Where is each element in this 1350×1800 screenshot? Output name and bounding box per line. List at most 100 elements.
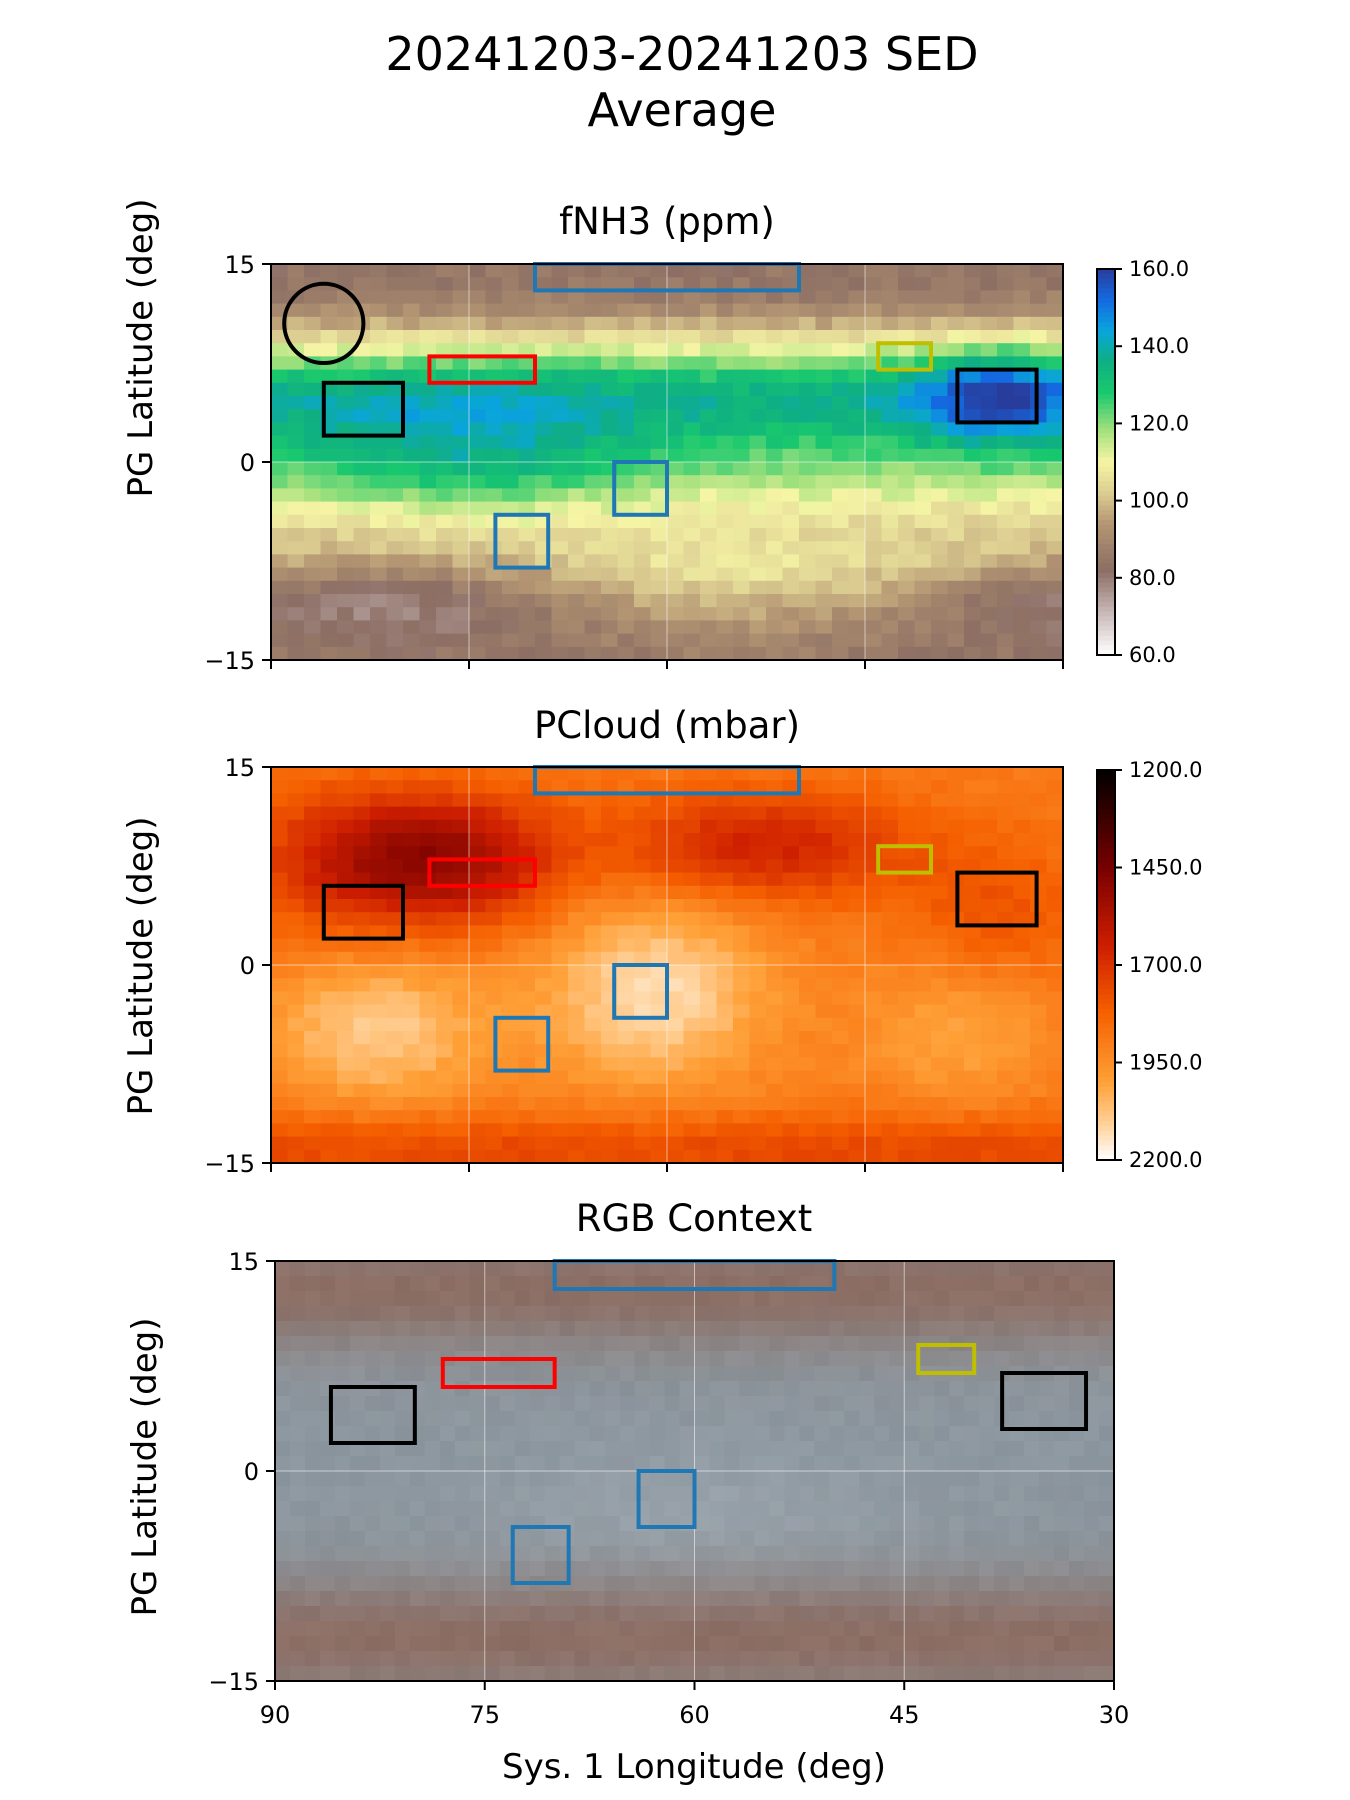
colorbar-segment	[1097, 635, 1115, 642]
heatmap-cell	[898, 554, 916, 569]
heatmap-cell	[749, 767, 767, 781]
heatmap-cell	[469, 1411, 486, 1427]
heatmap-cell	[469, 541, 487, 555]
heatmap-cell	[485, 435, 503, 450]
heatmap-cell	[634, 316, 652, 331]
heatmap-cell	[349, 1471, 366, 1487]
heatmap-cell	[320, 1123, 338, 1138]
heatmap-cell	[754, 1456, 771, 1472]
heatmap-cell	[980, 1110, 998, 1124]
heatmap-cell	[700, 1004, 718, 1019]
heatmap-cell	[514, 1561, 531, 1577]
heatmap-cell	[370, 938, 388, 953]
heatmap-cell	[799, 991, 817, 1006]
heatmap-cell	[619, 1261, 636, 1277]
heatmap-cell	[337, 846, 355, 860]
heatmap-cell	[584, 1149, 602, 1164]
heatmap-cell	[1030, 1110, 1048, 1124]
heatmap-cell	[683, 1017, 701, 1032]
heatmap-cell	[979, 1516, 995, 1532]
heatmap-cell	[947, 633, 965, 648]
heatmap-cell	[1030, 938, 1048, 953]
annotation-box	[636, 1469, 697, 1529]
heatmap-cell	[604, 1456, 621, 1472]
heatmap-cell	[904, 1426, 920, 1442]
x-tick-label: 60	[679, 1701, 710, 1729]
heatmap-cell	[584, 356, 602, 371]
heatmap-cell	[700, 925, 718, 940]
heatmap-cell	[304, 1501, 321, 1517]
heatmap-cell	[499, 1651, 516, 1667]
heatmap-cell	[679, 1426, 696, 1442]
heatmap-cell	[436, 303, 454, 318]
heatmap-cell	[679, 1336, 696, 1352]
heatmap-cell	[881, 620, 899, 635]
heatmap-cell	[568, 978, 586, 992]
heatmap-cell	[1024, 1606, 1040, 1622]
heatmap-cell	[782, 594, 800, 608]
heatmap-cell	[980, 356, 998, 371]
heatmap-cell	[749, 303, 767, 318]
heatmap-cell	[889, 1516, 905, 1532]
heatmap-cell	[514, 1306, 531, 1322]
heatmap-cell	[604, 1501, 621, 1517]
heatmap-cell	[784, 1606, 800, 1622]
heatmap-cell	[832, 806, 850, 821]
heatmap-cell	[353, 422, 371, 437]
heatmap-cell	[617, 316, 635, 331]
heatmap-cell	[484, 1366, 501, 1382]
heatmap-cell	[733, 912, 751, 926]
heatmap-cell	[848, 1017, 866, 1032]
heatmap-cell	[694, 1336, 711, 1352]
annotation-box	[612, 963, 670, 1020]
heatmap-cell	[898, 620, 916, 635]
heatmap-cell	[1046, 1136, 1064, 1151]
heatmap-cell	[419, 978, 437, 992]
heatmap-cell	[535, 859, 553, 874]
heatmap-cell	[403, 594, 421, 608]
heatmap-cell	[865, 277, 883, 291]
heatmap-cell	[749, 488, 767, 503]
heatmap-cell	[604, 1306, 621, 1322]
heatmap-cell	[782, 448, 800, 463]
heatmap-cell	[700, 607, 718, 621]
heatmap-cell	[502, 951, 520, 966]
heatmap-cell	[589, 1261, 606, 1277]
heatmap-cell	[584, 885, 602, 900]
heatmap-cell	[799, 965, 817, 979]
heatmap-cell	[919, 1321, 935, 1337]
heatmap-cell	[499, 1636, 516, 1652]
heatmap-cell	[370, 343, 388, 357]
heatmap-cell	[386, 1136, 404, 1151]
heatmap-cell	[584, 912, 602, 926]
heatmap-cell	[409, 1651, 426, 1667]
heatmap-cell	[667, 396, 685, 410]
heatmap-cell	[349, 1546, 366, 1562]
heatmap-cell	[914, 806, 932, 821]
heatmap-cell	[859, 1471, 875, 1487]
heatmap-cell	[353, 1044, 371, 1058]
heatmap-cell	[739, 1591, 756, 1607]
heatmap-cell	[733, 1149, 751, 1164]
heatmap-cell	[1030, 978, 1048, 992]
heatmap-cell	[518, 580, 536, 595]
heatmap-cell	[844, 1666, 860, 1682]
heatmap-cell	[700, 780, 718, 794]
heatmap-cell	[829, 1501, 845, 1517]
heatmap-cell	[829, 1516, 845, 1532]
heatmap-cell	[584, 819, 602, 834]
heatmap-cell	[601, 885, 619, 900]
heatmap-cell	[353, 965, 371, 979]
colorbar-segment	[1097, 945, 1115, 951]
heatmap-cell	[304, 1441, 321, 1457]
heatmap-cell	[980, 264, 998, 278]
heatmap-cell	[1039, 1321, 1055, 1337]
heatmap-cell	[724, 1426, 741, 1442]
heatmap-cell	[749, 1070, 767, 1085]
heatmap-cell	[439, 1426, 456, 1442]
heatmap-cell	[271, 1149, 289, 1164]
heatmap-cell	[419, 899, 437, 913]
heatmap-cell	[739, 1306, 756, 1322]
heatmap-cell	[1024, 1261, 1040, 1277]
heatmap-cell	[889, 1306, 905, 1322]
